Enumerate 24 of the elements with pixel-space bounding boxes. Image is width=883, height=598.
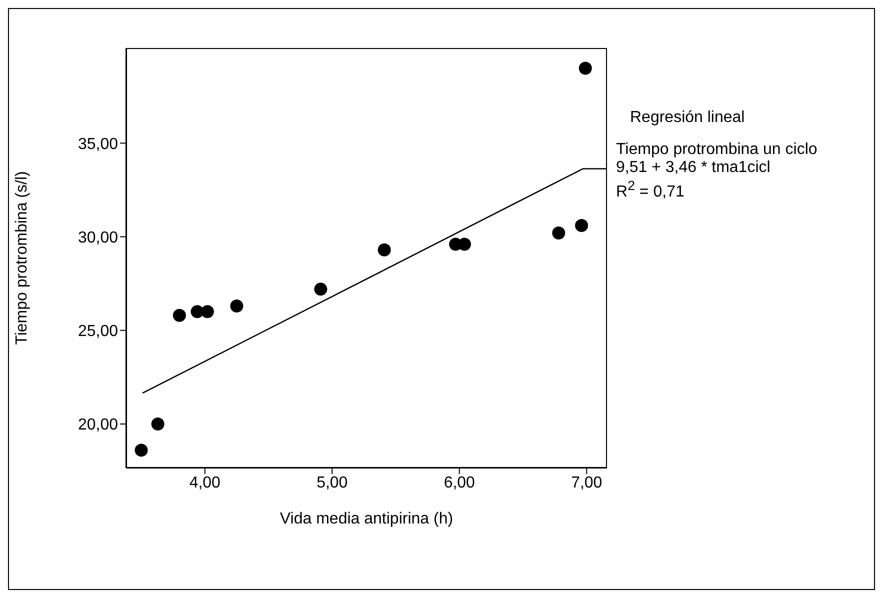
point xyxy=(172,308,186,322)
y-tick-label: 25,00 xyxy=(78,323,118,340)
y-tick-label: 30,00 xyxy=(78,229,118,246)
point xyxy=(230,300,244,313)
text: Tiempo protrombina un ciclo xyxy=(616,141,818,159)
x-tick-label: 5,00 xyxy=(316,474,348,492)
x-tick-label: 4,00 xyxy=(189,474,221,492)
text: Regresión lineal xyxy=(630,109,746,127)
x-tick-label: 6,00 xyxy=(444,474,476,492)
text: R$^{2}$ = 0,71 xyxy=(616,177,686,202)
x-axis-title: Vida media antipirina (h) xyxy=(280,510,454,528)
point xyxy=(578,62,592,75)
point xyxy=(314,282,328,296)
point xyxy=(378,243,391,256)
point xyxy=(575,219,588,232)
y-tick-label: 35,00 xyxy=(78,136,118,153)
y-tick-label: 20,00 xyxy=(78,416,118,434)
point xyxy=(151,417,164,430)
point xyxy=(200,305,214,318)
y-axis-title: Tiempo protrombina (s/l) xyxy=(14,171,31,345)
text: 9,51 + 3,46 * tma1cicl xyxy=(616,159,772,177)
point xyxy=(552,226,566,240)
x-tick-label: 7,00 xyxy=(571,474,602,492)
point xyxy=(134,444,148,457)
